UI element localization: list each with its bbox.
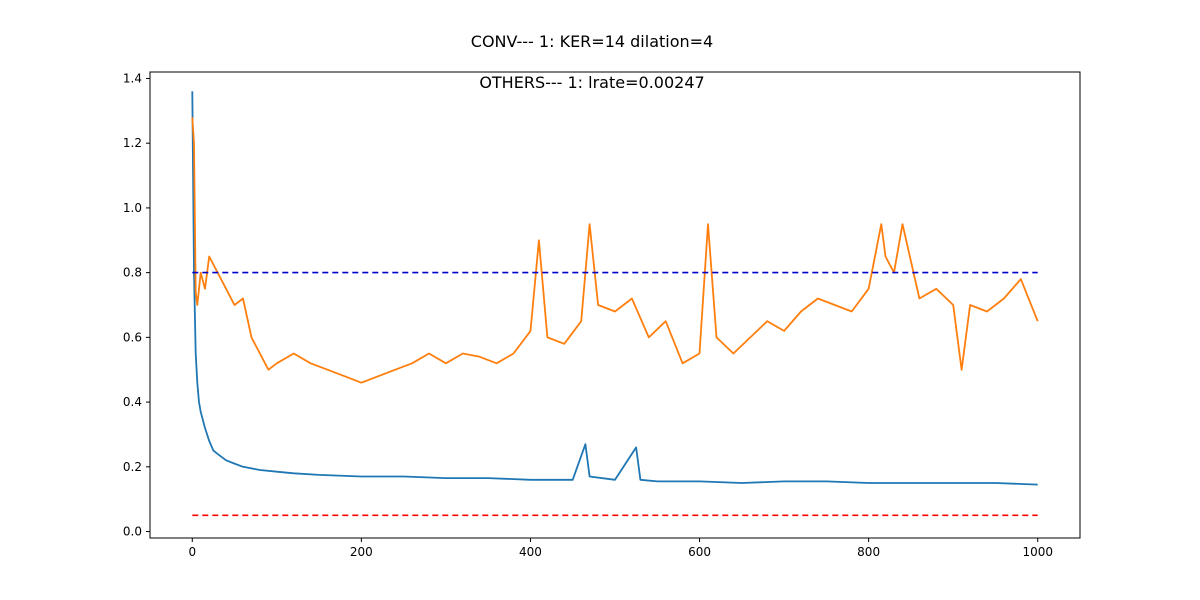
figure-suptitle: CONV--- 1: KER=14 dilation=4 xyxy=(471,32,713,51)
y-tick-label-4: 0.8 xyxy=(123,266,142,280)
x-tick-label-0: 0 xyxy=(188,545,196,559)
y-tick-label-7: 1.4 xyxy=(123,71,142,85)
y-tick-label-3: 0.6 xyxy=(123,330,142,344)
series-line-1 xyxy=(191,91,1038,486)
axes-title: OTHERS--- 1: lrate=0.00247 xyxy=(479,73,704,92)
y-tick-label-0: 0.0 xyxy=(123,525,142,539)
plot-area xyxy=(150,72,1080,538)
y-tick-label-6: 1.2 xyxy=(123,136,142,150)
y-tick-label-1: 0.2 xyxy=(123,460,142,474)
y-tick-label-5: 1.0 xyxy=(123,201,142,215)
y-tick-label-2: 0.4 xyxy=(123,395,142,409)
series-layer xyxy=(191,91,1039,517)
x-tick-label-1: 200 xyxy=(350,545,373,559)
x-tick-label-3: 600 xyxy=(688,545,711,559)
axes-layer: 0 200 400 600 800 1000 0.0 0.2 0.4 0.6 0.8 1.0 1.2 1.… xyxy=(123,71,1053,559)
x-tick-label-5: 1000 xyxy=(1022,545,1053,559)
series-line-2 xyxy=(191,117,1039,384)
x-tick-label-4: 800 xyxy=(857,545,880,559)
x-tick-label-2: 400 xyxy=(519,545,542,559)
plot-frame xyxy=(149,71,1081,539)
